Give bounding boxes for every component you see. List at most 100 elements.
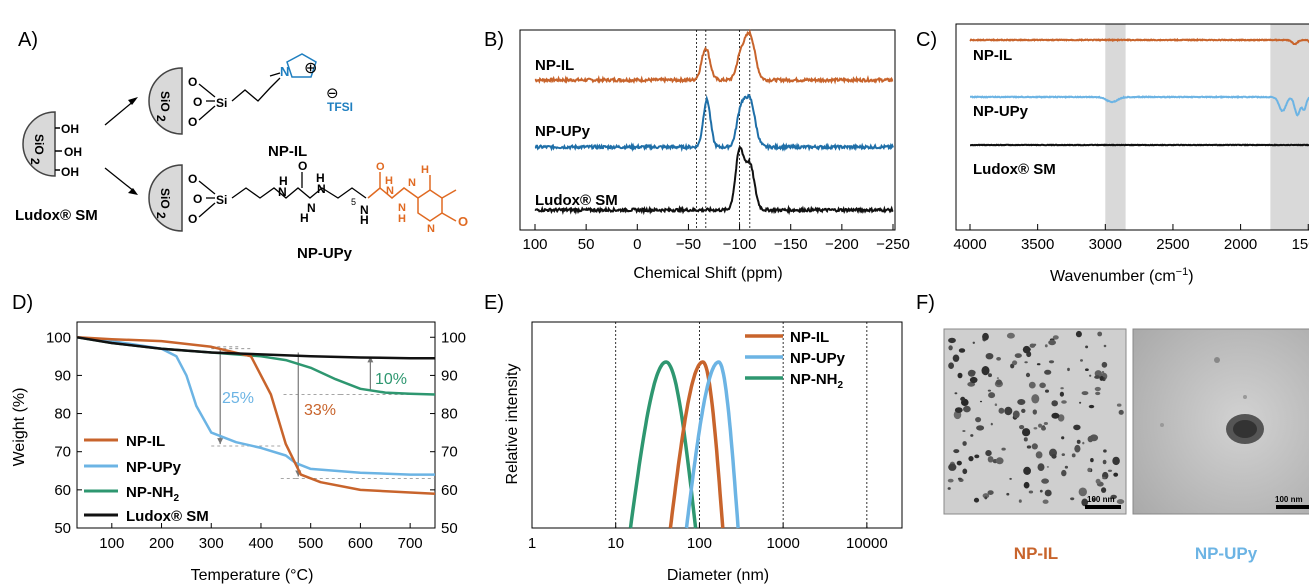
tem-particle — [962, 441, 967, 446]
ludox-sio2-label: SiO 2 — [28, 134, 46, 165]
tem-particle — [988, 373, 992, 378]
panel-d-label: D) — [12, 292, 33, 314]
tem-particle — [1014, 353, 1022, 358]
c-spectrum-np-upy — [970, 95, 1309, 117]
e-curve-np-nh2 — [628, 360, 698, 529]
d-legend: NP-IL NP-UPy NP-NH2 Ludox® SM — [84, 433, 209, 525]
tem-particle — [1082, 441, 1085, 445]
tem-particle — [968, 456, 974, 462]
d-y2-tick-label: 90 — [441, 367, 458, 384]
tem-particle — [1076, 439, 1081, 444]
tem-particle — [1078, 487, 1088, 497]
tem-particle — [1087, 467, 1092, 473]
d-y-tick-label: 80 — [54, 406, 71, 423]
c-x-tick-label: 4000 — [953, 236, 986, 253]
tem-particle — [1051, 454, 1057, 459]
tem-particle — [1044, 489, 1052, 497]
tem-particle — [1037, 463, 1045, 471]
oh-1: OH — [61, 122, 79, 136]
svg-text:N: N — [360, 203, 369, 217]
tem-particle — [1028, 490, 1034, 494]
tem-particle — [969, 376, 978, 384]
tem-particle — [1022, 428, 1031, 437]
svg-text:N: N — [386, 185, 394, 197]
tem-particle — [1092, 497, 1096, 502]
svg-text:O: O — [188, 115, 197, 129]
panel-d-frame — [76, 321, 436, 529]
tem-particle — [1028, 381, 1036, 389]
tem-particle — [957, 477, 962, 480]
tem-particle — [1033, 343, 1037, 346]
tem-particle — [1061, 400, 1067, 404]
svg-text:O: O — [188, 172, 197, 186]
tem-particle — [952, 354, 960, 362]
tem-particle — [1039, 489, 1043, 493]
tem-particle — [1043, 422, 1048, 425]
tem-particle — [1073, 424, 1081, 431]
d-y-tick-label: 60 — [54, 482, 71, 499]
tem-particle — [962, 430, 966, 432]
tem-particle — [1017, 399, 1026, 405]
c-x-tick-label: 3500 — [1021, 236, 1054, 253]
tem-particle — [1079, 401, 1082, 404]
svg-text:O: O — [193, 95, 202, 109]
tem-particle — [984, 496, 988, 500]
tem-particle — [1101, 371, 1105, 374]
tem-particle — [1006, 332, 1015, 339]
b-spectrum-np-upy — [534, 93, 894, 153]
tem-particle — [1099, 375, 1104, 381]
svg-text:NP-IL: NP-IL — [126, 433, 165, 450]
panel-b-frame — [519, 29, 896, 231]
tem-particle — [1081, 498, 1088, 507]
tem-particle — [1102, 459, 1107, 465]
tem-particle — [1088, 404, 1095, 409]
svg-text:N: N — [317, 182, 326, 196]
e-x-tick-label: 10000 — [846, 535, 888, 552]
d-x-axis-label: Temperature (°C) — [191, 567, 314, 584]
b-label-ludox: Ludox® SM — [535, 192, 618, 209]
tem-particle — [1012, 410, 1020, 419]
tem-particle — [1006, 492, 1010, 496]
c-shaded-band — [1270, 24, 1309, 230]
tem-particle — [1094, 375, 1100, 379]
tem-particle — [985, 353, 994, 360]
tem-particle — [987, 490, 994, 495]
svg-text:2: 2 — [154, 115, 168, 122]
tem-particle — [1110, 494, 1117, 499]
e-x-tick-label: 10 — [607, 535, 624, 552]
b-label-np-il: NP-IL — [535, 57, 574, 74]
tem-particle — [982, 332, 989, 341]
svg-text:O: O — [188, 212, 197, 226]
tem-particle — [1048, 339, 1056, 346]
tem-particle — [1051, 412, 1060, 419]
b-x-tick-label: −200 — [825, 236, 859, 253]
tem-particle — [1045, 389, 1049, 393]
tem-particle — [981, 366, 990, 376]
tem-particle — [962, 468, 968, 475]
svg-text:H: H — [279, 174, 288, 188]
panel-e-label: E) — [484, 292, 504, 314]
svg-text:N: N — [280, 64, 289, 79]
panel-f: F) 100 nm 100 nm NP-IL NP-UPy — [916, 292, 1309, 563]
tem-particle — [1101, 487, 1107, 493]
tem-particle — [1024, 361, 1028, 364]
tem-particle — [976, 425, 985, 431]
tem-particle — [1064, 465, 1068, 469]
tem-particle — [969, 370, 976, 375]
tem-particle — [948, 345, 953, 351]
tem-particle — [1023, 437, 1028, 442]
svg-text:N: N — [278, 185, 287, 199]
svg-text:Si: Si — [216, 96, 227, 110]
svg-text:SiO: SiO — [32, 134, 46, 155]
tem-particle — [948, 362, 954, 370]
tem-particle — [1061, 453, 1066, 456]
tem-particle — [954, 392, 958, 395]
d-x-tick-label: 700 — [398, 535, 423, 552]
b-x-tick-label: 100 — [522, 236, 547, 253]
tem-particle — [974, 454, 980, 459]
tem-particle — [1022, 345, 1031, 354]
tem-particle — [1070, 497, 1075, 501]
b-spectrum-ludox — [534, 144, 894, 216]
tem-particle — [988, 392, 996, 399]
tem-particle — [1041, 426, 1046, 431]
